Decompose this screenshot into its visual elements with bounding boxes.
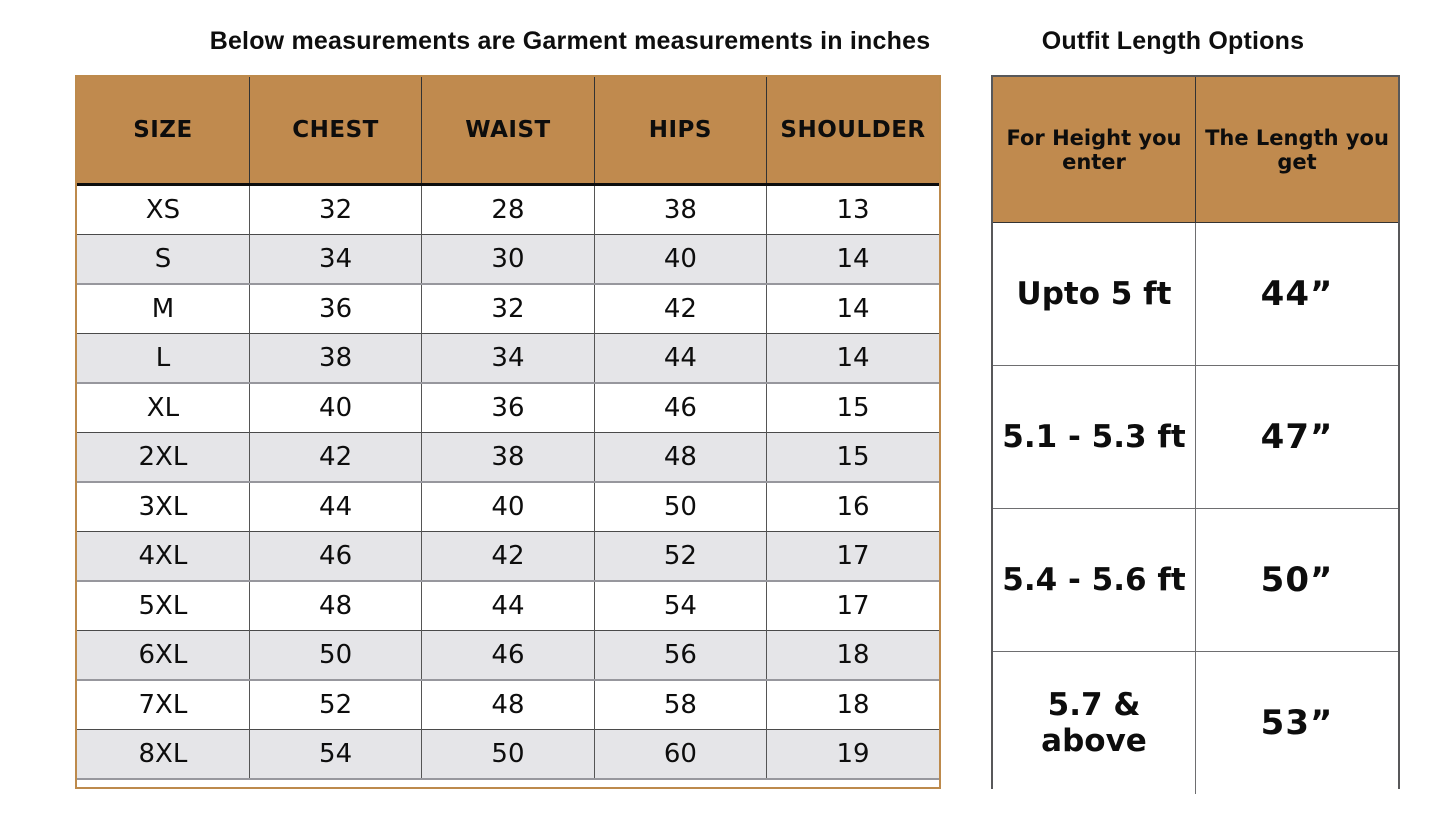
column-header-size: SIZE xyxy=(77,77,250,186)
waist-cell: 48 xyxy=(421,679,595,730)
garment-size-table: SIZE CHEST WAIST HIPS SHOULDER XS 32 28 … xyxy=(75,75,941,789)
waist-cell: 38 xyxy=(421,432,595,483)
hips-cell: 42 xyxy=(593,283,767,334)
size-table-header-row: SIZE CHEST WAIST HIPS SHOULDER xyxy=(77,77,939,186)
length-cell: 47” xyxy=(1195,365,1398,509)
size-cell: L xyxy=(77,333,250,384)
table-row-m: M 36 32 42 14 xyxy=(77,283,939,334)
shoulder-cell: 14 xyxy=(766,283,939,334)
column-header-chest: CHEST xyxy=(248,77,422,186)
hips-cell: 38 xyxy=(593,184,767,235)
size-cell: 3XL xyxy=(77,481,250,532)
waist-cell: 40 xyxy=(421,481,595,532)
waist-cell: 32 xyxy=(421,283,595,334)
waist-cell: 42 xyxy=(421,531,595,582)
shoulder-cell: 14 xyxy=(766,234,939,285)
size-cell: 4XL xyxy=(77,531,250,582)
size-cell: XS xyxy=(77,184,250,235)
chest-cell: 52 xyxy=(248,679,422,730)
table-row-l: L 38 34 44 14 xyxy=(77,333,939,384)
height-cell: 5.1 - 5.3 ft xyxy=(993,365,1196,509)
length-row-5-1-to-5-3: 5.1 - 5.3 ft 47” xyxy=(993,365,1398,509)
column-header-shoulder: SHOULDER xyxy=(766,77,939,186)
table-row-5xl: 5XL 48 44 54 17 xyxy=(77,580,939,631)
shoulder-cell: 19 xyxy=(766,729,939,780)
length-row-5-4-to-5-6: 5.4 - 5.6 ft 50” xyxy=(993,508,1398,652)
size-cell: 2XL xyxy=(77,432,250,483)
table-row-3xl: 3XL 44 40 50 16 xyxy=(77,481,939,532)
length-table-header-row: For Height you enter The Length you get xyxy=(993,77,1398,223)
chest-cell: 46 xyxy=(248,531,422,582)
chest-cell: 38 xyxy=(248,333,422,384)
size-cell: 8XL xyxy=(77,729,250,780)
waist-cell: 50 xyxy=(421,729,595,780)
column-header-length: The Length you get xyxy=(1195,77,1398,223)
length-cell: 50” xyxy=(1195,508,1398,652)
height-cell: Upto 5 ft xyxy=(993,222,1196,366)
height-cell: 5.7 & above xyxy=(993,651,1196,794)
waist-cell: 34 xyxy=(421,333,595,384)
length-row-upto-5ft: Upto 5 ft 44” xyxy=(993,222,1398,366)
chest-cell: 50 xyxy=(248,630,422,681)
chest-cell: 44 xyxy=(248,481,422,532)
size-cell: XL xyxy=(77,382,250,433)
shoulder-cell: 17 xyxy=(766,531,939,582)
table-row-s: S 34 30 40 14 xyxy=(77,234,939,285)
length-cell: 53” xyxy=(1195,651,1398,794)
waist-cell: 36 xyxy=(421,382,595,433)
chest-cell: 48 xyxy=(248,580,422,631)
shoulder-cell: 15 xyxy=(766,432,939,483)
shoulder-cell: 18 xyxy=(766,630,939,681)
column-header-hips: HIPS xyxy=(593,77,767,186)
table-row-6xl: 6XL 50 46 56 18 xyxy=(77,630,939,681)
hips-cell: 58 xyxy=(593,679,767,730)
outfit-length-title: Outfit Length Options xyxy=(1041,27,1305,55)
shoulder-cell: 16 xyxy=(766,481,939,532)
table-row-xl: XL 40 36 46 15 xyxy=(77,382,939,433)
hips-cell: 50 xyxy=(593,481,767,532)
chest-cell: 32 xyxy=(248,184,422,235)
garment-measurements-title: Below measurements are Garment measureme… xyxy=(209,27,931,55)
waist-cell: 30 xyxy=(421,234,595,285)
chest-cell: 40 xyxy=(248,382,422,433)
size-cell: 5XL xyxy=(77,580,250,631)
table-row-2xl: 2XL 42 38 48 15 xyxy=(77,432,939,483)
chest-cell: 54 xyxy=(248,729,422,780)
length-cell: 44” xyxy=(1195,222,1398,366)
waist-cell: 44 xyxy=(421,580,595,631)
size-cell: S xyxy=(77,234,250,285)
height-cell: 5.4 - 5.6 ft xyxy=(993,508,1196,652)
hips-cell: 52 xyxy=(593,531,767,582)
hips-cell: 44 xyxy=(593,333,767,384)
hips-cell: 60 xyxy=(593,729,767,780)
chest-cell: 36 xyxy=(248,283,422,334)
hips-cell: 48 xyxy=(593,432,767,483)
shoulder-cell: 15 xyxy=(766,382,939,433)
column-header-waist: WAIST xyxy=(421,77,595,186)
table-row-8xl: 8XL 54 50 60 19 xyxy=(77,729,939,780)
shoulder-cell: 13 xyxy=(766,184,939,235)
hips-cell: 40 xyxy=(593,234,767,285)
hips-cell: 54 xyxy=(593,580,767,631)
size-cell: 7XL xyxy=(77,679,250,730)
waist-cell: 46 xyxy=(421,630,595,681)
length-row-5-7-above: 5.7 & above 53” xyxy=(993,651,1398,794)
size-cell: 6XL xyxy=(77,630,250,681)
table-row-7xl: 7XL 52 48 58 18 xyxy=(77,679,939,730)
shoulder-cell: 14 xyxy=(766,333,939,384)
table-row-4xl: 4XL 46 42 52 17 xyxy=(77,531,939,582)
chest-cell: 42 xyxy=(248,432,422,483)
chest-cell: 34 xyxy=(248,234,422,285)
hips-cell: 46 xyxy=(593,382,767,433)
waist-cell: 28 xyxy=(421,184,595,235)
size-cell: M xyxy=(77,283,250,334)
column-header-height: For Height you enter xyxy=(993,77,1196,223)
shoulder-cell: 18 xyxy=(766,679,939,730)
hips-cell: 56 xyxy=(593,630,767,681)
shoulder-cell: 17 xyxy=(766,580,939,631)
table-row-xs: XS 32 28 38 13 xyxy=(77,184,939,235)
outfit-length-table: For Height you enter The Length you get … xyxy=(991,75,1400,794)
